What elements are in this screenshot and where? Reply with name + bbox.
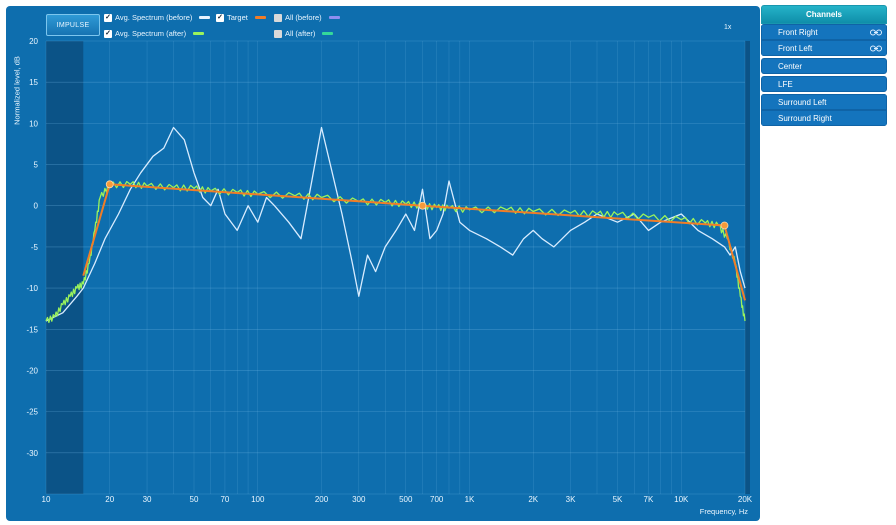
x-tick-label: 1K	[465, 495, 475, 504]
spectrum-plot-area[interactable]: 20 15 10 5 0 -5 -10 -15 -20 -25 -30 10 20 30 50 70 100 20…	[6, 6, 760, 521]
x-tick-label: 70	[220, 495, 229, 504]
all-before-color-swatch	[328, 16, 340, 19]
channel-center-label: Center	[778, 61, 803, 71]
y-tick-label: 10	[29, 119, 38, 128]
y-axis-title: Normalized level, dB	[12, 56, 22, 125]
legend-target[interactable]: ✓ Target	[216, 13, 266, 22]
all-after-color-swatch	[322, 32, 334, 35]
x-tick-label: 30	[143, 495, 152, 504]
impulse-button[interactable]: IMPULSE	[46, 14, 100, 36]
x-tick-label: 700	[430, 495, 444, 504]
x-tick-label: 20	[105, 495, 114, 504]
y-tick-label: 20	[29, 37, 38, 46]
excluded-band	[46, 41, 84, 494]
legend-all-after-label: All (after)	[285, 29, 316, 38]
channel-front-right[interactable]: Front Right	[761, 24, 887, 40]
channel-front-left-label: Front Left	[778, 43, 813, 53]
x-tick-label: 7K	[644, 495, 654, 504]
link-icon[interactable]	[870, 45, 882, 52]
x-axis-title: Frequency, Hz	[699, 507, 748, 516]
target-checkbox[interactable]: ✓	[216, 13, 224, 22]
legend-target-label: Target	[227, 13, 248, 22]
channel-surround-left[interactable]: Surround Left	[761, 94, 887, 110]
linked-channel-group: Front Right Front Left	[761, 24, 887, 56]
legend-avg-before-label: Avg. Spectrum (before)	[115, 13, 193, 22]
legend-avg-after[interactable]: ✓ Avg. Spectrum (after)	[104, 29, 205, 38]
x-tick-label: 50	[190, 495, 199, 504]
channel-lfe[interactable]: LFE	[761, 76, 887, 92]
x-tick-label: 500	[399, 495, 413, 504]
channel-surround-right-label: Surround Right	[778, 113, 832, 123]
channel-surround-left-label: Surround Left	[778, 97, 827, 107]
avg-before-color-swatch	[199, 16, 211, 19]
y-tick-label: -20	[26, 366, 38, 375]
surround-channel-group: Surround Left Surround Right	[761, 94, 887, 126]
legend-avg-before[interactable]: ✓ Avg. Spectrum (before)	[104, 13, 211, 22]
y-tick-label: -5	[31, 243, 39, 252]
y-tick-label: -30	[26, 449, 38, 458]
channel-center[interactable]: Center	[761, 58, 887, 74]
y-tick-label: -15	[26, 325, 38, 334]
y-tick-label: 5	[34, 161, 39, 170]
x-tick-label: 2K	[528, 495, 538, 504]
channels-header: Channels	[761, 5, 887, 24]
y-tick-label: -25	[26, 408, 38, 417]
x-tick-label: 5K	[613, 495, 623, 504]
target-control-point	[720, 221, 729, 230]
target-control-point	[418, 201, 427, 210]
channel-lfe-label: LFE	[778, 79, 793, 89]
all-after-checkbox[interactable]	[274, 29, 282, 38]
y-tick-label: 15	[29, 78, 38, 87]
channel-front-right-label: Front Right	[778, 27, 818, 37]
avg-after-checkbox[interactable]: ✓	[104, 29, 112, 38]
target-control-point	[105, 180, 114, 189]
x-tick-label: 3K	[566, 495, 576, 504]
y-tick-label: -10	[26, 284, 38, 293]
x-tick-label: 100	[251, 495, 265, 504]
target-color-swatch	[254, 16, 266, 19]
channel-front-left[interactable]: Front Left	[761, 40, 887, 56]
channels-panel: Channels Front Right Front Left Center L…	[761, 5, 887, 126]
legend-all-before-label: All (before)	[285, 13, 322, 22]
all-before-checkbox[interactable]	[274, 13, 282, 22]
series-avg-spectrum-after	[45, 180, 746, 324]
zoom-level[interactable]: 1x	[724, 24, 732, 31]
avg-after-color-swatch	[193, 32, 205, 35]
x-tick-label: 200	[315, 495, 329, 504]
legend-all-after[interactable]: All (after)	[274, 29, 334, 38]
avg-before-checkbox[interactable]: ✓	[104, 13, 112, 22]
channel-surround-right[interactable]: Surround Right	[761, 110, 887, 126]
excluded-band-high	[745, 41, 750, 494]
x-tick-label: 10K	[674, 495, 689, 504]
link-icon[interactable]	[870, 29, 882, 36]
x-tick-label: 20K	[738, 495, 753, 504]
series-avg-spectrum-before	[45, 126, 746, 322]
x-tick-label: 10	[42, 495, 51, 504]
legend-avg-after-label: Avg. Spectrum (after)	[115, 29, 187, 38]
y-tick-label: 0	[34, 202, 39, 211]
legend-all-before[interactable]: All (before)	[274, 13, 340, 22]
x-tick-label: 300	[352, 495, 366, 504]
